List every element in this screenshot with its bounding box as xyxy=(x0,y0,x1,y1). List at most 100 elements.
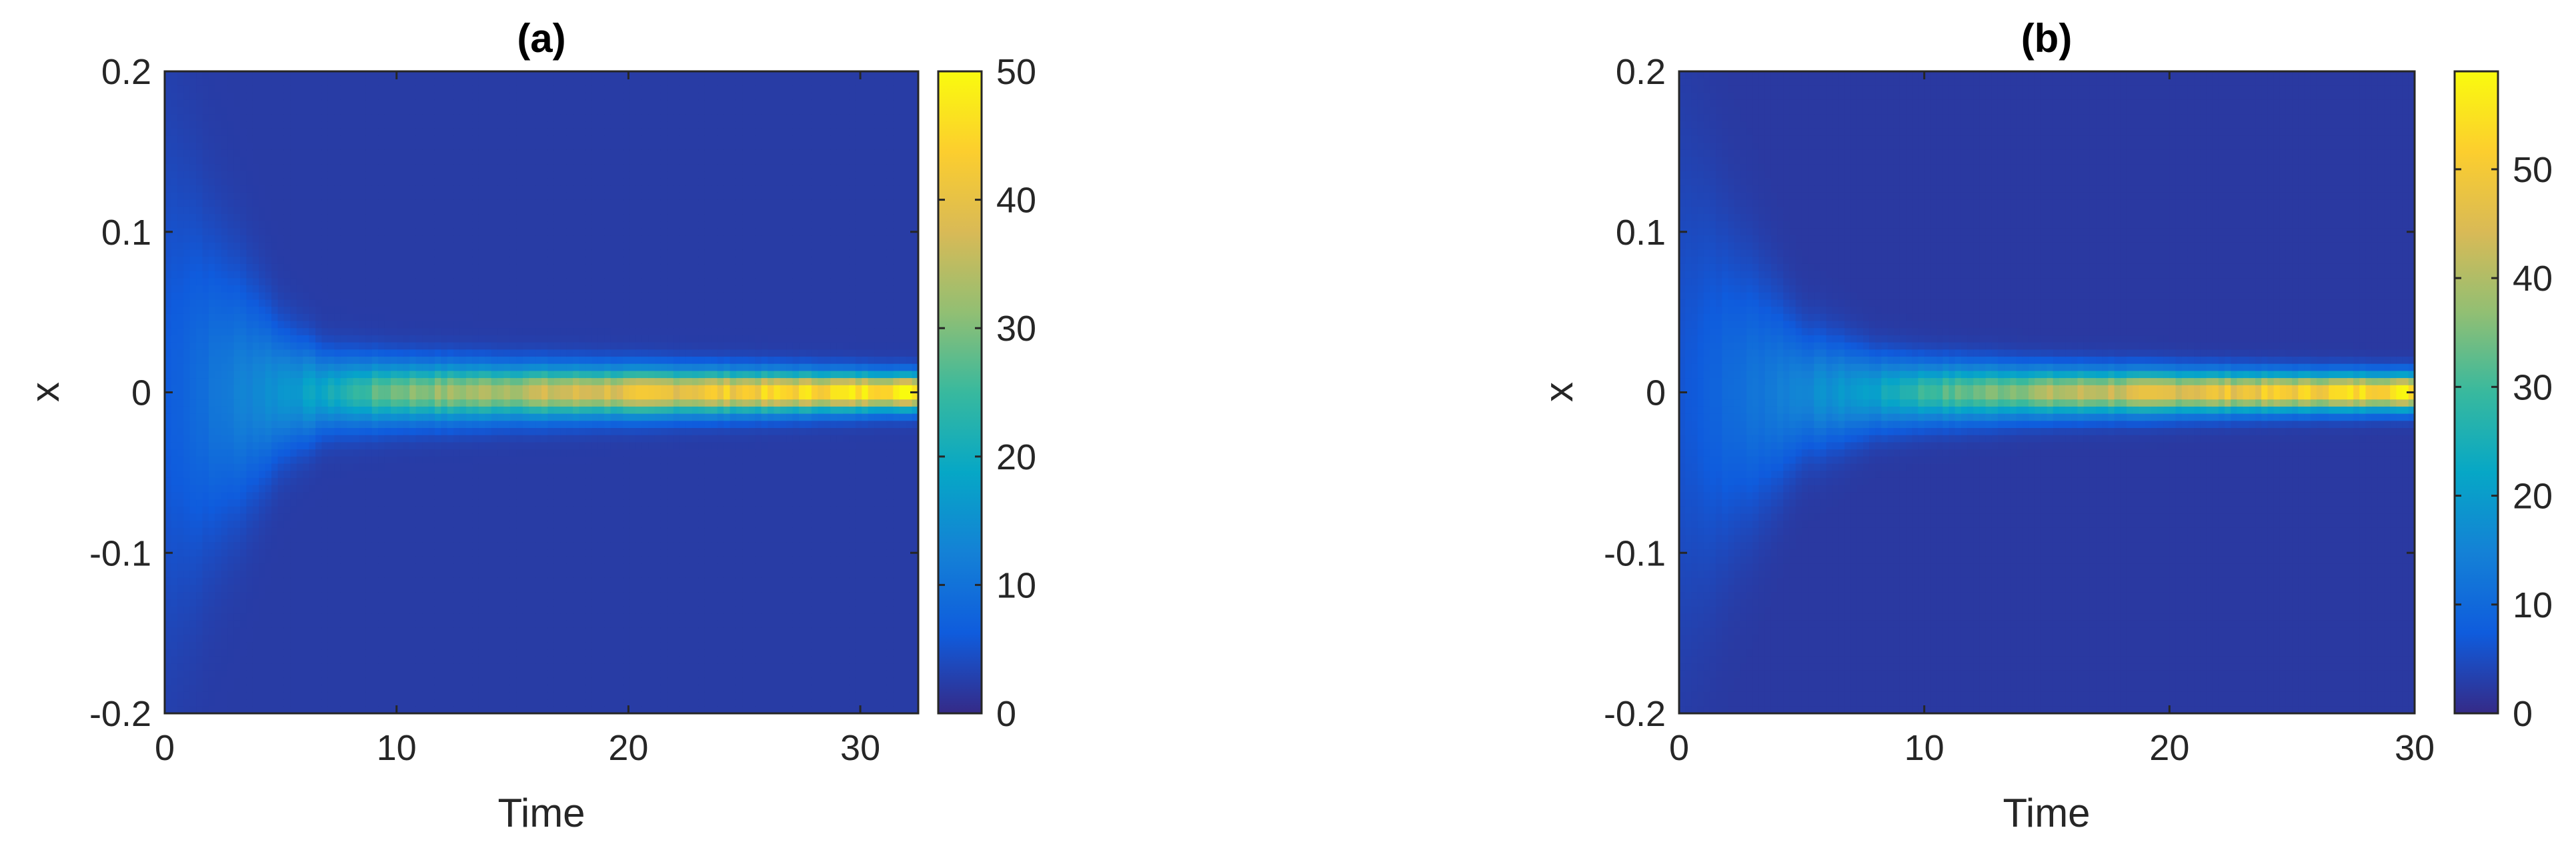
heatmap-cell xyxy=(209,692,215,699)
heatmap-cell xyxy=(485,442,491,449)
heatmap-cell xyxy=(347,642,353,649)
heatmap-cell xyxy=(297,257,303,264)
heatmap-cell xyxy=(190,428,197,435)
heatmap-cell xyxy=(284,692,291,699)
heatmap-cell xyxy=(441,485,447,493)
heatmap-cell xyxy=(385,250,391,257)
heatmap-cell xyxy=(510,364,517,371)
heatmap-cell xyxy=(435,85,441,93)
heatmap-cell xyxy=(321,150,328,157)
heatmap-cell xyxy=(265,557,272,564)
heatmap-cell xyxy=(441,121,447,129)
heatmap-cell xyxy=(203,563,209,571)
heatmap-cell xyxy=(497,557,504,564)
heatmap-cell xyxy=(347,335,353,343)
heatmap-cell xyxy=(403,549,410,557)
heatmap-cell xyxy=(504,478,511,485)
heatmap-cell xyxy=(303,207,309,214)
heatmap-cell xyxy=(328,571,335,578)
heatmap-cell xyxy=(460,271,467,279)
heatmap-cell xyxy=(359,243,366,250)
heatmap-cell xyxy=(334,621,341,628)
heatmap-cell xyxy=(385,613,391,621)
heatmap-cell xyxy=(227,628,234,635)
heatmap-cell xyxy=(472,492,479,499)
heatmap-cell xyxy=(497,135,504,143)
heatmap-cell xyxy=(240,385,247,393)
heatmap-cell xyxy=(447,307,454,314)
heatmap-cell xyxy=(497,599,504,607)
heatmap-cell xyxy=(441,692,447,699)
heatmap-cell xyxy=(409,421,416,428)
heatmap-cell xyxy=(497,150,504,157)
heatmap-cell xyxy=(284,278,291,285)
heatmap-cell xyxy=(403,307,410,314)
heatmap-cell xyxy=(227,663,234,671)
heatmap-cell xyxy=(215,243,221,250)
heatmap-cell xyxy=(246,378,253,385)
heatmap-cell xyxy=(397,79,403,86)
heatmap-cell xyxy=(209,471,215,478)
heatmap-cell xyxy=(284,299,291,307)
heatmap-cell xyxy=(284,557,291,564)
heatmap-cell xyxy=(447,399,454,407)
heatmap-cell xyxy=(353,385,360,393)
heatmap-cell xyxy=(328,299,335,307)
heatmap-cell xyxy=(466,164,473,171)
heatmap-cell xyxy=(391,385,397,393)
heatmap-cell xyxy=(321,307,328,314)
heatmap-cell xyxy=(378,642,385,649)
heatmap-cell xyxy=(227,435,234,443)
heatmap-cell xyxy=(265,428,272,435)
heatmap-cell xyxy=(485,243,491,250)
heatmap-cell xyxy=(265,457,272,464)
heatmap-cell xyxy=(491,307,498,314)
heatmap-cell xyxy=(479,393,485,400)
heatmap-cell xyxy=(171,214,177,221)
heatmap-cell xyxy=(234,250,241,257)
heatmap-cell xyxy=(422,621,429,628)
heatmap-cell xyxy=(334,578,341,585)
heatmap-cell xyxy=(397,428,403,435)
heatmap-cell xyxy=(209,257,215,264)
heatmap-cell xyxy=(491,207,498,214)
heatmap-cell xyxy=(365,114,372,121)
heatmap-cell xyxy=(403,343,410,350)
heatmap-cell xyxy=(177,321,184,329)
heatmap-cell xyxy=(183,257,190,264)
heatmap-cell xyxy=(485,135,491,143)
heatmap-cell xyxy=(221,563,228,571)
heatmap-cell xyxy=(221,264,228,271)
heatmap-cell xyxy=(491,542,498,549)
heatmap-cell xyxy=(203,328,209,335)
heatmap-cell xyxy=(466,171,473,179)
heatmap-cell xyxy=(497,85,504,93)
heatmap-cell xyxy=(271,107,278,115)
heatmap-cell xyxy=(341,478,347,485)
heatmap-cell xyxy=(328,478,335,485)
heatmap-cell xyxy=(334,649,341,657)
heatmap-cell xyxy=(497,428,504,435)
heatmap-cell xyxy=(353,578,360,585)
heatmap-cell xyxy=(441,343,447,350)
heatmap-cell xyxy=(341,699,347,707)
heatmap-cell xyxy=(429,521,435,528)
heatmap-cell xyxy=(353,171,360,179)
heatmap-cell xyxy=(347,414,353,421)
heatmap-cell xyxy=(290,464,297,471)
heatmap-cell xyxy=(403,621,410,628)
heatmap-cell xyxy=(253,571,259,578)
heatmap-cell xyxy=(353,485,360,493)
heatmap-cell xyxy=(215,663,221,671)
heatmap-cell xyxy=(378,264,385,271)
heatmap-cell xyxy=(259,349,265,357)
heatmap-cell xyxy=(328,599,335,607)
heatmap-cell xyxy=(215,492,221,499)
heatmap-cell xyxy=(385,171,391,179)
heatmap-cell xyxy=(271,100,278,107)
heatmap-cell xyxy=(460,485,467,493)
heatmap-cell xyxy=(372,535,379,543)
heatmap-cell xyxy=(253,563,259,571)
heatmap-cell xyxy=(372,642,379,649)
heatmap-cell xyxy=(341,457,347,464)
